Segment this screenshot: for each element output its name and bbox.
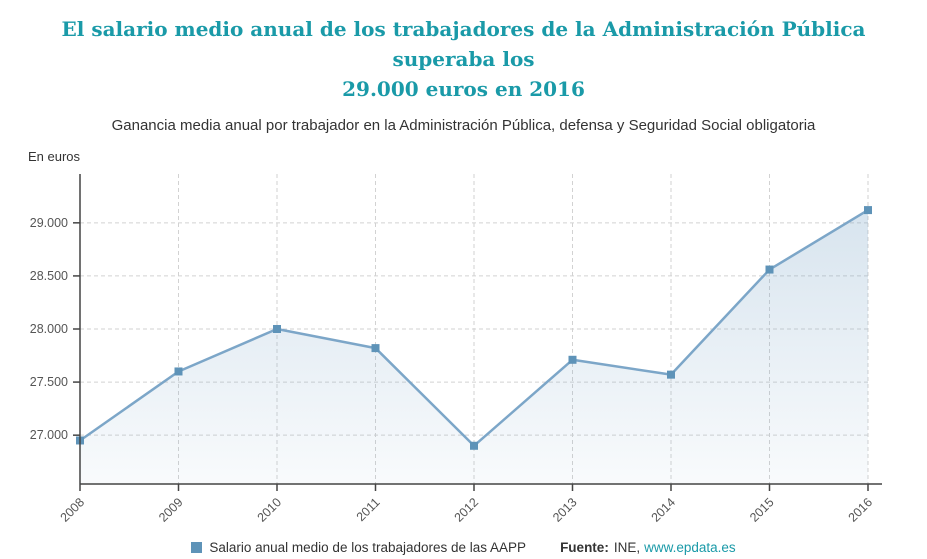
data-point: [765, 265, 774, 274]
chart-container: 27.000 27.500 28.000 28.500 29.000 2008 2009 20…: [0, 166, 927, 539]
series-area: [80, 210, 868, 484]
y-axis-unit-label: En euros: [28, 149, 81, 164]
x-tick-label: 2011: [354, 495, 383, 524]
source-line: Fuente: INE, www.epdata.es: [560, 540, 736, 555]
x-tick-label: 2015: [747, 495, 777, 525]
page-title: El salario medio anual de los trabajador…: [61, 17, 866, 101]
x-tick-label: 2009: [156, 495, 186, 525]
source-name: INE,: [613, 540, 641, 555]
data-point: [667, 370, 675, 379]
data-point: [371, 344, 380, 353]
data-point: [273, 325, 281, 333]
y-tick-label: 27.500: [30, 375, 68, 389]
salary-line-chart: 27.000 27.500 28.000 28.500 29.000 2008 2009 20…: [30, 174, 882, 525]
y-tick-label: 28.000: [30, 322, 68, 336]
legend-label: Salario anual medio de los trabajadores …: [209, 540, 527, 555]
data-point: [568, 355, 577, 364]
x-tick-label: 2010: [255, 495, 285, 525]
chart-subtitle: Ganancia media anual por trabajador en l…: [111, 117, 816, 134]
legend-item: Salario anual medio de los trabajadores …: [191, 540, 526, 555]
data-point: [864, 206, 872, 215]
y-tick-label: 29.000: [30, 216, 68, 230]
x-tick-label: 2016: [846, 495, 876, 525]
source-link[interactable]: www.epdata.es: [644, 540, 736, 555]
data-point: [470, 441, 478, 450]
x-tick-label: 2008: [58, 495, 88, 525]
source-prefix: Fuente:: [560, 540, 609, 555]
y-tick-label: 28.500: [30, 269, 68, 283]
x-tick-label: 2014: [649, 495, 679, 525]
data-point: [174, 367, 183, 376]
x-tick-label: 2012: [452, 495, 482, 525]
legend-swatch-icon: [191, 542, 203, 553]
x-tick-label: 2013: [550, 495, 580, 525]
y-tick-label: 27.000: [30, 428, 68, 442]
chart-footer: Salario anual medio de los trabajadores …: [0, 540, 927, 555]
